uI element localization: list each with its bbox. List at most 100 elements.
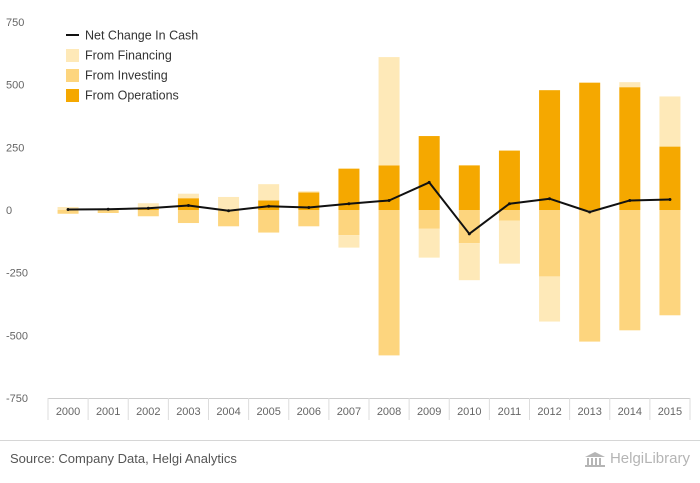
bar-from-investing[interactable] (298, 210, 320, 227)
x-tick-label: 2012 (537, 406, 561, 418)
bar-from-operations[interactable] (579, 82, 601, 210)
bar-from-financing[interactable] (418, 228, 440, 258)
legend-item[interactable]: From Operations (66, 89, 179, 103)
net-change-point[interactable] (588, 210, 592, 214)
y-tick-label: 500 (6, 80, 24, 92)
helgi-library-logo[interactable]: HelgiLibrary (584, 450, 690, 467)
bar-from-financing[interactable] (659, 96, 681, 147)
net-change-line[interactable] (68, 181, 670, 235)
net-change-point[interactable] (548, 197, 552, 201)
bar-from-investing[interactable] (378, 210, 400, 356)
net-change-point[interactable] (387, 198, 391, 202)
bar-from-operations[interactable] (659, 146, 681, 210)
line-layer (66, 180, 672, 236)
bar-from-financing[interactable] (218, 196, 240, 210)
x-tick-label: 2002 (136, 406, 160, 418)
bar-from-financing[interactable] (338, 235, 360, 248)
bar-from-investing[interactable] (579, 210, 601, 342)
footer-divider (0, 440, 700, 441)
net-change-point[interactable] (267, 204, 271, 208)
bar-from-operations[interactable] (418, 136, 440, 210)
x-tick-label: 2001 (96, 406, 120, 418)
net-change-point[interactable] (427, 180, 431, 184)
bars-layer (57, 57, 681, 356)
bar-from-financing[interactable] (177, 193, 199, 199)
bar-from-investing[interactable] (338, 210, 360, 236)
x-tick-label: 2007 (337, 406, 361, 418)
legend-item[interactable]: From Financing (66, 49, 172, 63)
legend-label: From Investing (85, 69, 168, 83)
x-tick-label: 2008 (377, 406, 401, 418)
bar-from-investing[interactable] (137, 210, 159, 217)
bar-from-investing[interactable] (539, 210, 561, 277)
legend-item[interactable]: Net Change In Cash (66, 29, 198, 43)
y-tick-label: 0 (6, 205, 12, 217)
bar-from-operations[interactable] (338, 168, 360, 210)
bar-from-investing[interactable] (498, 210, 520, 221)
bar-from-investing[interactable] (619, 210, 641, 331)
bar-from-investing[interactable] (458, 210, 480, 244)
x-tick-label: 2000 (56, 406, 80, 418)
bar-from-financing[interactable] (378, 57, 400, 166)
legend-label: Net Change In Cash (85, 29, 198, 43)
y-tick-label: 250 (6, 142, 24, 154)
bar-from-investing[interactable] (57, 210, 79, 214)
bar-from-investing[interactable] (258, 210, 280, 233)
bar-from-financing[interactable] (539, 276, 561, 322)
y-tick-label: -250 (6, 268, 28, 280)
x-tick-label: 2006 (297, 406, 321, 418)
net-change-point[interactable] (507, 202, 511, 206)
net-change-point[interactable] (227, 209, 231, 213)
library-building-icon (584, 451, 605, 467)
net-change-point[interactable] (347, 202, 351, 206)
net-change-point[interactable] (66, 207, 70, 211)
x-tick-label: 2009 (417, 406, 441, 418)
net-change-point[interactable] (668, 197, 672, 201)
net-change-point[interactable] (307, 205, 311, 209)
y-tick-label: 750 (6, 17, 24, 29)
bar-from-operations[interactable] (539, 90, 561, 210)
bar-from-investing[interactable] (659, 210, 681, 316)
x-tick-label: 2010 (457, 406, 481, 418)
x-tick-label: 2004 (216, 406, 240, 418)
x-tick-label: 2015 (658, 406, 682, 418)
bar-from-investing[interactable] (97, 210, 119, 214)
bar-from-financing[interactable] (258, 184, 280, 201)
bar-from-investing[interactable] (218, 210, 240, 227)
legend-box-swatch (66, 49, 79, 62)
legend-box-swatch (66, 69, 79, 82)
logo-text: HelgiLibrary (609, 450, 690, 467)
x-tick-label: 2013 (577, 406, 601, 418)
chart-canvas: -750 -500 -250 0 250 500 750 2000 2001 2002 2003 20… (6, 17, 691, 420)
axis-layer: -750 -500 -250 0 250 500 750 2000 2001 2002 2003 20… (6, 17, 691, 420)
bar-from-financing[interactable] (458, 243, 480, 281)
x-tick-label: 2003 (176, 406, 200, 418)
bar-from-investing[interactable] (177, 210, 199, 224)
bar-from-operations[interactable] (298, 192, 320, 210)
bar-from-financing[interactable] (498, 220, 520, 264)
x-tick-label: 2014 (618, 406, 642, 418)
legend-label: From Operations (85, 89, 179, 103)
bar-from-investing[interactable] (418, 210, 440, 229)
bar-from-financing[interactable] (137, 203, 159, 209)
legend-item[interactable]: From Investing (66, 69, 168, 83)
y-tick-label: -750 (6, 393, 28, 405)
bar-from-operations[interactable] (619, 87, 641, 210)
net-change-point[interactable] (146, 206, 150, 210)
net-change-point[interactable] (467, 232, 471, 236)
bar-from-financing[interactable] (619, 82, 641, 88)
bar-from-operations[interactable] (498, 150, 520, 210)
legend-label: From Financing (85, 49, 172, 63)
source-text: Source: Company Data, Helgi Analytics (10, 451, 237, 466)
legend-box-swatch (66, 89, 79, 102)
x-tick-label: 2011 (498, 406, 522, 418)
net-change-point[interactable] (628, 198, 632, 202)
legend: Net Change In Cash From Financing From Inv… (66, 29, 198, 103)
x-tick-label: 2005 (256, 406, 280, 418)
net-change-point[interactable] (106, 207, 110, 211)
bar-from-financing[interactable] (298, 191, 320, 193)
bar-from-operations[interactable] (378, 165, 400, 210)
net-change-point[interactable] (186, 203, 190, 207)
bar-from-operations[interactable] (458, 165, 480, 210)
